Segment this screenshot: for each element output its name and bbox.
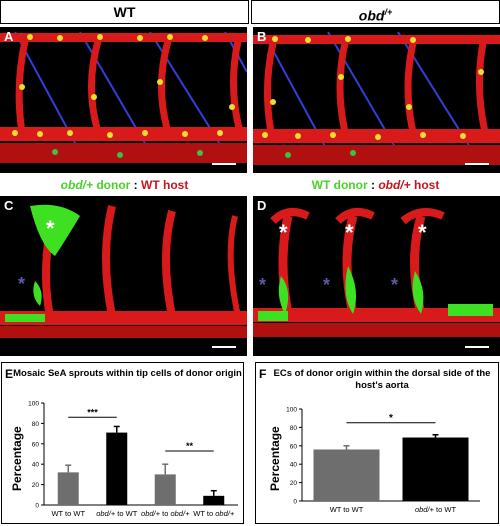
category-label: WT to obd/+ <box>193 509 235 518</box>
chart-box-e: E Mosaic SeA sprouts within tip cells of… <box>1 362 244 524</box>
panel-b-image: B <box>253 27 500 173</box>
y-tick-label: 40 <box>32 462 40 469</box>
chart-title-e: Mosaic SeA sprouts within tip cells of d… <box>13 368 242 379</box>
vessel-image-d <box>253 208 500 337</box>
y-tick-label: 60 <box>32 441 40 448</box>
bar-chart-e: 0 20 40 60 80 100 WT to WT obd/+ to WT obd/+ to … <box>28 401 238 518</box>
significance-label: *** <box>87 407 98 417</box>
category-label: obd/+ to obd/+ <box>141 509 190 518</box>
y-tick-label: 20 <box>32 482 40 489</box>
bar-chart-f: 0 20 40 60 80 100 WT to WT obd/+ to WT * <box>286 407 480 514</box>
significance-label: ** <box>186 441 194 451</box>
bar <box>313 449 380 501</box>
asterisk-white-d1: * <box>279 220 288 245</box>
chart-box-f: F ECs of donor origin within the dorsal … <box>255 362 499 524</box>
vessel-image-a <box>0 31 247 163</box>
scale-bar-d <box>465 346 489 348</box>
y-tick-label: 100 <box>286 407 297 414</box>
panel-label-a: A <box>4 29 14 44</box>
category-label: obd/+ to WT <box>96 509 137 518</box>
asterisk-white-d3: * <box>418 220 427 245</box>
bar <box>154 474 176 505</box>
bar <box>57 472 79 505</box>
asterisk-blue-d3: * <box>391 275 399 295</box>
panel-label-b: B <box>257 29 267 44</box>
y-tick-label: 0 <box>293 499 297 506</box>
panel-label-c: C <box>4 198 14 213</box>
category-label: WT to WT <box>51 509 85 518</box>
vessel-image-b <box>253 31 500 165</box>
legend-left: obd/+ donor : WT host <box>60 178 189 192</box>
bar <box>402 437 469 501</box>
panel-d-image: D * * * * * * <box>253 196 500 356</box>
chart-title-f: ECs of donor origin within the dorsal si… <box>273 368 491 391</box>
y-tick-label: 80 <box>290 425 298 432</box>
category-label: WT to WT <box>330 505 364 514</box>
vessel-image-c <box>0 204 247 338</box>
header-obd: obd/+ <box>251 0 500 24</box>
bar <box>203 495 225 505</box>
panel-c-image: C * * <box>0 196 247 356</box>
asterisk-blue-d1: * <box>259 275 267 295</box>
y-tick-label: 40 <box>290 462 298 469</box>
header-wt: WT <box>0 0 249 24</box>
asterisk-white-d2: * <box>345 220 354 245</box>
scale-bar-a <box>212 163 236 165</box>
legend-right: WT donor : obd/+ host <box>311 178 440 192</box>
scale-bar-b <box>465 163 489 165</box>
y-tick-label: 60 <box>290 443 298 450</box>
asterisk-blue-d2: * <box>323 275 331 295</box>
asterisk-white-c: * <box>46 216 55 241</box>
scale-bar-c <box>212 346 236 348</box>
y-tick-label: 100 <box>28 401 39 408</box>
panel-label-d: D <box>257 198 267 213</box>
significance-label: * <box>389 413 393 424</box>
category-label: obd/+ to WT <box>415 505 456 514</box>
y-tick-label: 0 <box>35 503 39 510</box>
y-tick-label: 20 <box>290 480 298 487</box>
panel-a-image: A <box>0 27 247 173</box>
panel-label-e: E <box>5 367 14 381</box>
asterisk-blue-c: * <box>18 274 26 294</box>
panel-label-f: F <box>259 367 267 381</box>
bar <box>106 432 128 505</box>
y-tick-label: 80 <box>32 421 40 428</box>
